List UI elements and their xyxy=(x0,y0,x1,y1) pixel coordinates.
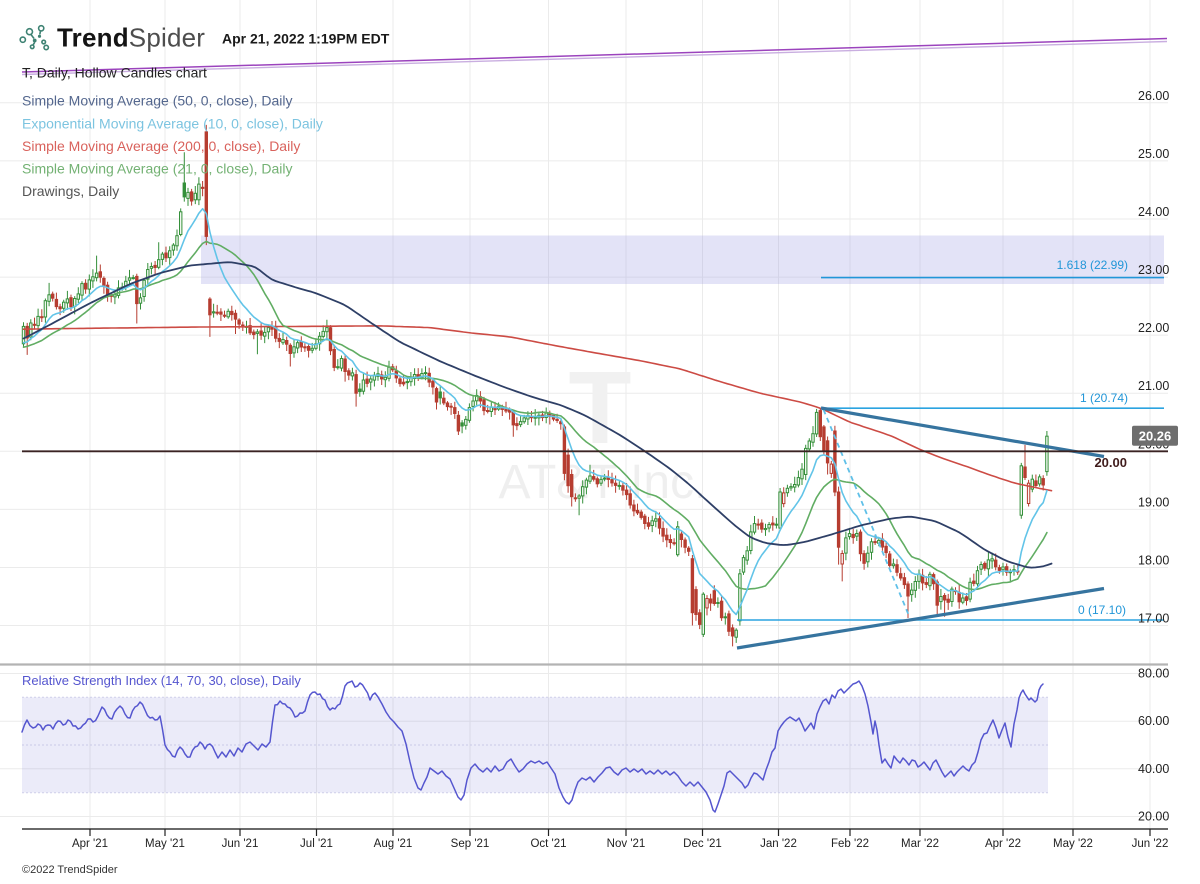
svg-text:23.00: 23.00 xyxy=(1138,263,1169,277)
svg-text:26.00: 26.00 xyxy=(1138,89,1169,103)
svg-text:Jul '21: Jul '21 xyxy=(300,838,333,850)
svg-text:Drawings, Daily: Drawings, Daily xyxy=(22,183,119,199)
svg-text:1 (20.74): 1 (20.74) xyxy=(1080,391,1128,405)
svg-text:25.00: 25.00 xyxy=(1138,147,1169,161)
svg-text:TrendSpider: TrendSpider xyxy=(57,23,205,53)
svg-text:Simple Moving Average (50, 0,: Simple Moving Average (50, 0, close), Da… xyxy=(22,93,293,109)
svg-text:20.00: 20.00 xyxy=(1094,455,1127,470)
svg-text:Apr '21: Apr '21 xyxy=(72,838,108,850)
svg-text:22.00: 22.00 xyxy=(1138,321,1169,335)
svg-text:Aug '21: Aug '21 xyxy=(374,838,413,850)
svg-text:T, Daily, Hollow Candles chart: T, Daily, Hollow Candles chart xyxy=(22,65,207,81)
svg-text:AT&T Inc.: AT&T Inc. xyxy=(499,456,708,509)
svg-text:Simple Moving Average (200, 0,: Simple Moving Average (200, 0, close), D… xyxy=(22,138,300,154)
svg-text:Dec '21: Dec '21 xyxy=(683,838,722,850)
svg-text:17.00: 17.00 xyxy=(1138,612,1169,626)
svg-text:40.00: 40.00 xyxy=(1138,762,1169,776)
svg-text:©2022 TrendSpider: ©2022 TrendSpider xyxy=(22,864,118,876)
svg-text:0 (17.10): 0 (17.10) xyxy=(1078,603,1126,617)
svg-text:Sep '21: Sep '21 xyxy=(451,838,490,850)
svg-text:Nov '21: Nov '21 xyxy=(607,838,646,850)
svg-text:Relative Strength Index (14, 7: Relative Strength Index (14, 70, 30, clo… xyxy=(22,673,301,688)
svg-text:19.00: 19.00 xyxy=(1138,495,1169,509)
svg-text:Feb '22: Feb '22 xyxy=(831,838,869,850)
svg-text:20.00: 20.00 xyxy=(1138,810,1169,824)
svg-text:Mar '22: Mar '22 xyxy=(901,838,939,850)
svg-text:Oct '21: Oct '21 xyxy=(530,838,566,850)
svg-text:May '22: May '22 xyxy=(1053,838,1093,850)
svg-text:Apr 21, 2022 1:19PM EDT: Apr 21, 2022 1:19PM EDT xyxy=(222,31,390,47)
svg-text:60.00: 60.00 xyxy=(1138,714,1169,728)
svg-text:Jun '22: Jun '22 xyxy=(1132,838,1169,850)
svg-text:80.00: 80.00 xyxy=(1138,667,1169,681)
svg-text:May '21: May '21 xyxy=(145,838,185,850)
svg-text:Exponential Moving Average (10: Exponential Moving Average (10, 0, close… xyxy=(22,116,323,132)
svg-text:20.26: 20.26 xyxy=(1139,429,1172,444)
svg-text:Simple Moving Average (21, 0,: Simple Moving Average (21, 0, close), Da… xyxy=(22,161,293,177)
svg-text:1.618 (22.99): 1.618 (22.99) xyxy=(1057,258,1128,272)
svg-text:21.00: 21.00 xyxy=(1138,379,1169,393)
svg-text:T: T xyxy=(569,350,632,465)
svg-text:Jun '21: Jun '21 xyxy=(222,838,259,850)
svg-text:18.00: 18.00 xyxy=(1138,554,1169,568)
svg-text:Jan '22: Jan '22 xyxy=(760,838,797,850)
svg-text:Apr '22: Apr '22 xyxy=(985,838,1021,850)
svg-text:24.00: 24.00 xyxy=(1138,205,1169,219)
